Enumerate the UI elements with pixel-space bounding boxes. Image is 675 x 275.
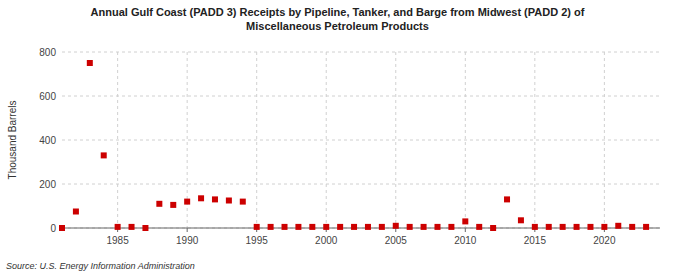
x-tick-label: 2010 (454, 235, 477, 246)
point (518, 217, 524, 223)
point (448, 224, 454, 230)
point (184, 199, 190, 205)
point (504, 196, 510, 202)
grid-line (62, 140, 660, 141)
point (643, 224, 649, 230)
point (532, 224, 538, 230)
point (115, 224, 121, 230)
point (87, 60, 93, 66)
point (490, 225, 496, 231)
grid-line (117, 52, 118, 228)
point (282, 224, 288, 230)
point (59, 225, 65, 231)
point (476, 224, 482, 230)
x-axis (62, 228, 660, 229)
point (240, 199, 246, 205)
point (407, 224, 413, 230)
point (365, 224, 371, 230)
source: Source: U.S. Energy Information Administ… (6, 261, 195, 271)
point (170, 202, 176, 208)
point (601, 224, 607, 230)
grid-line (326, 52, 327, 228)
grid-line (62, 96, 660, 97)
x-tick-label: 1995 (246, 235, 269, 246)
grid-line (62, 52, 660, 53)
grid-line (465, 52, 466, 228)
y-tick-label: 200 (39, 179, 56, 190)
y-tick-label: 600 (39, 91, 56, 102)
point (268, 224, 274, 230)
y-axis-label: Thousand Barrels (7, 101, 18, 180)
y-tick-label: 400 (39, 135, 56, 146)
point (129, 224, 135, 230)
point (351, 224, 357, 230)
point (574, 224, 580, 230)
x-tick (187, 228, 188, 232)
point (226, 198, 232, 204)
point (156, 201, 162, 207)
chart: Annual Gulf Coast (PADD 3) Receipts by P… (0, 0, 675, 275)
point (323, 224, 329, 230)
grid-line (395, 52, 396, 228)
grid-line (62, 228, 660, 229)
point (462, 218, 468, 224)
grid-line (534, 52, 535, 228)
grid-line (62, 184, 660, 185)
point (337, 224, 343, 230)
point (73, 209, 79, 215)
point (295, 224, 301, 230)
point (309, 224, 315, 230)
x-tick (465, 228, 466, 232)
grid (62, 52, 660, 228)
point (421, 224, 427, 230)
x-tick-label: 2000 (315, 235, 338, 246)
grid-line (604, 52, 605, 228)
point (587, 224, 593, 230)
x-tick-label: 2005 (385, 235, 408, 246)
point (393, 223, 399, 229)
x-tick-label: 1985 (107, 235, 130, 246)
y-tick-label: 800 (39, 47, 56, 58)
point (142, 225, 148, 231)
point (101, 152, 107, 158)
grid-line (256, 52, 257, 228)
y-tick-label: 0 (50, 223, 56, 234)
point (212, 196, 218, 202)
point (560, 224, 566, 230)
point (546, 224, 552, 230)
points (59, 60, 649, 231)
point (434, 224, 440, 230)
x-tick-label: 2015 (524, 235, 547, 246)
title: Annual Gulf Coast (PADD 3) Receipts by P… (91, 6, 585, 32)
point (198, 195, 204, 201)
point (379, 224, 385, 230)
point (254, 224, 260, 230)
x-tick-label: 2020 (593, 235, 616, 246)
point (615, 223, 621, 229)
x-tick-label: 1990 (176, 235, 199, 246)
point (629, 224, 635, 230)
